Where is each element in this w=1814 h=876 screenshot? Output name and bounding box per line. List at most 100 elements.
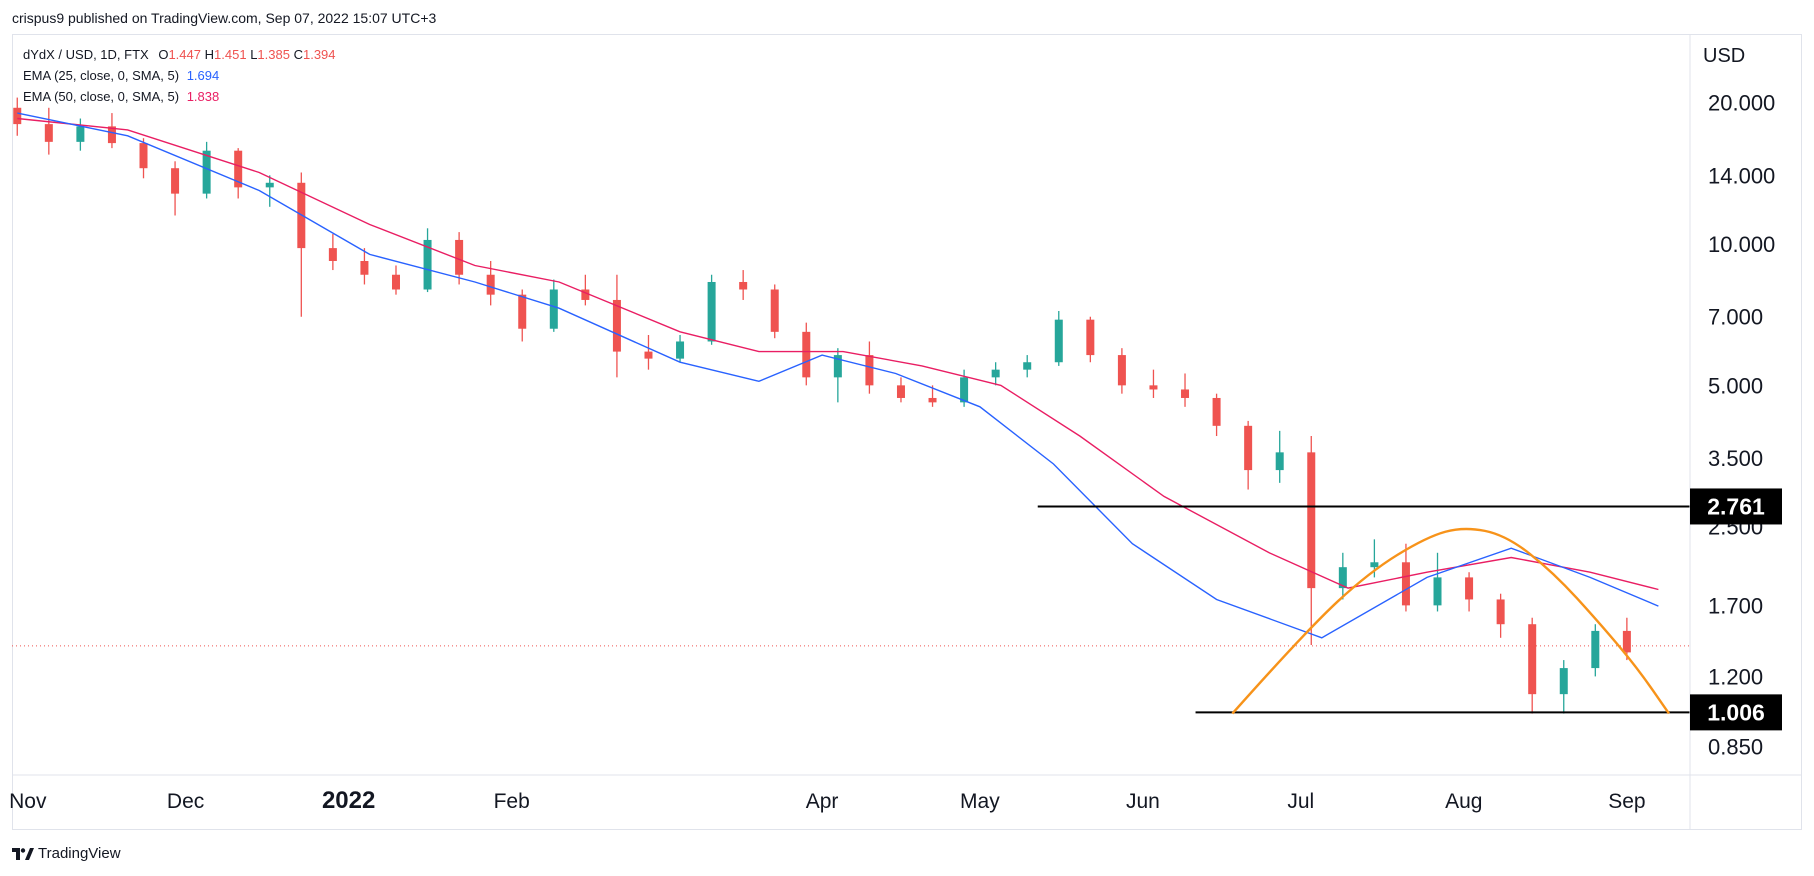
candle[interactable] (581, 274, 590, 306)
candle-body (833, 355, 842, 378)
candle[interactable] (1465, 572, 1474, 612)
ema25-line[interactable] (17, 112, 1659, 639)
candle[interactable] (802, 322, 811, 386)
candle[interactable] (1591, 624, 1600, 677)
candle[interactable] (44, 107, 53, 155)
candle[interactable] (1496, 593, 1505, 638)
candle[interactable] (107, 113, 116, 149)
tradingview-footer[interactable]: TradingView (12, 845, 121, 862)
candle-body (518, 294, 527, 329)
ema25-label: EMA (25, close, 0, SMA, 5) (23, 68, 180, 83)
candle-body (1338, 567, 1347, 589)
y-tick-label: 1.700 (1708, 593, 1763, 618)
level-label-box (1690, 488, 1782, 525)
candle-body (1496, 599, 1505, 625)
candle-body (865, 355, 874, 386)
candle[interactable] (518, 289, 527, 342)
candle[interactable] (1433, 552, 1442, 612)
candle-body (549, 289, 558, 329)
candle[interactable] (833, 348, 842, 403)
candle-body (1622, 630, 1631, 653)
y-axis-unit-label: USD (1703, 45, 1745, 67)
candle[interactable] (991, 362, 1000, 386)
y-tick-label: 14.000 (1708, 163, 1775, 188)
candle[interactable] (928, 385, 937, 407)
candle[interactable] (1622, 617, 1631, 661)
candle[interactable] (1559, 660, 1568, 714)
candle[interactable] (1401, 543, 1410, 612)
candle-body (13, 107, 22, 125)
candle[interactable] (423, 228, 432, 293)
candle[interactable] (1275, 430, 1284, 483)
candle[interactable] (1149, 369, 1158, 398)
candle-body (896, 385, 905, 398)
close-value: 1.394 (302, 47, 336, 62)
candle-body (1465, 577, 1474, 600)
candle[interactable] (1023, 355, 1032, 378)
publisher-attribution: crispus9 published on TradingView.com, S… (12, 10, 437, 26)
candle[interactable] (676, 335, 685, 363)
candle[interactable] (13, 97, 22, 136)
open-label: O (158, 47, 169, 62)
x-tick-label: Aug (1445, 790, 1482, 813)
horizontal-levels-layer (1037, 505, 1690, 714)
candle[interactable] (265, 175, 274, 207)
rounding-top-arc-layer (1231, 527, 1670, 715)
candle[interactable] (1244, 420, 1253, 490)
ema50-label: EMA (50, close, 0, SMA, 5) (23, 89, 180, 104)
candle[interactable] (391, 265, 400, 295)
candle[interactable] (1307, 436, 1316, 645)
candle[interactable] (1054, 310, 1063, 366)
candle[interactable] (1181, 373, 1190, 407)
candle[interactable] (549, 279, 558, 332)
x-tick-label: Apr (806, 790, 839, 813)
candle-body (1370, 562, 1379, 568)
candle[interactable] (455, 232, 464, 285)
legend-ema50-row[interactable]: EMA (50, close, 0, SMA, 5) 1.838 (23, 86, 336, 107)
chart-frame (12, 34, 1802, 830)
candle[interactable] (328, 234, 337, 271)
candle[interactable] (1528, 617, 1537, 714)
rounding-top-arc[interactable] (1231, 527, 1670, 715)
ema50-value: 1.838 (186, 89, 220, 104)
candle-body (139, 143, 148, 169)
legend-ema25-row[interactable]: EMA (25, close, 0, SMA, 5) 1.694 (23, 65, 336, 86)
ema50-line[interactable] (17, 117, 1659, 591)
candle[interactable] (1086, 316, 1095, 363)
symbol-label[interactable]: dYdX / USD, 1D, FTX (23, 47, 149, 62)
candle-body (44, 124, 53, 142)
candle-body (486, 274, 495, 295)
x-tick-label: Dec (167, 790, 204, 813)
y-tick-label: 20.000 (1708, 91, 1775, 116)
candle[interactable] (1338, 552, 1347, 600)
candle[interactable] (234, 148, 243, 199)
legend-symbol-row: dYdX / USD, 1D, FTX O1.447 H1.451 L1.385… (23, 44, 336, 65)
candle[interactable] (896, 377, 905, 403)
high-value: 1.451 (214, 47, 247, 62)
candle[interactable] (1212, 393, 1221, 437)
candle[interactable] (644, 335, 653, 370)
candle[interactable] (739, 270, 748, 300)
ema-lines-layer (17, 112, 1659, 639)
candle-body (707, 281, 716, 342)
y-tick-label: 7.000 (1708, 305, 1763, 330)
candle[interactable] (202, 141, 211, 199)
candle-body (739, 281, 748, 290)
x-tick-label: Jun (1126, 790, 1160, 813)
candle[interactable] (770, 284, 779, 339)
y-tick-label: 0.850 (1708, 735, 1763, 760)
candle[interactable] (171, 161, 180, 216)
candle[interactable] (360, 248, 369, 285)
candles-layer (13, 97, 1631, 714)
candle[interactable] (707, 274, 716, 345)
tradingview-brand: TradingView (38, 845, 121, 862)
x-tick-label: 2022 (322, 787, 375, 814)
candle-body (328, 248, 337, 261)
candle[interactable] (139, 138, 148, 179)
x-tick-label: Feb (494, 790, 530, 813)
candle-body (1307, 452, 1316, 589)
candle[interactable] (612, 274, 621, 378)
candle[interactable] (1117, 348, 1126, 394)
candle[interactable] (76, 118, 85, 151)
